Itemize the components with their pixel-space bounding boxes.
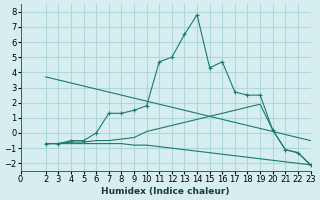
X-axis label: Humidex (Indice chaleur): Humidex (Indice chaleur) — [101, 187, 230, 196]
